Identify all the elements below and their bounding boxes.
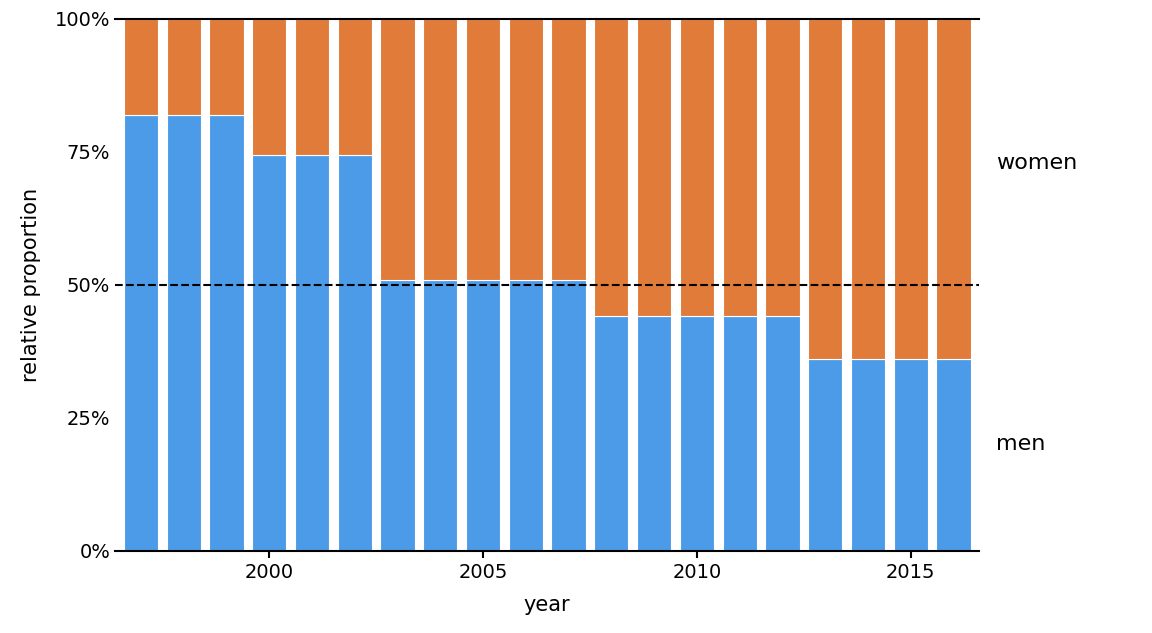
Bar (808, 19, 842, 359)
Bar (210, 115, 243, 551)
Bar (808, 359, 842, 551)
Bar (252, 154, 287, 551)
Bar (423, 280, 457, 551)
Text: men: men (996, 434, 1046, 454)
Bar (594, 19, 629, 316)
Bar (465, 280, 500, 551)
Bar (894, 19, 927, 359)
Bar (552, 280, 585, 551)
Text: women: women (996, 153, 1078, 173)
Bar (937, 19, 971, 359)
Bar (722, 316, 757, 551)
Bar (123, 19, 158, 115)
Bar (423, 19, 457, 280)
Bar (552, 19, 585, 280)
Bar (509, 19, 543, 280)
Bar (338, 154, 372, 551)
Bar (765, 316, 799, 551)
Y-axis label: relative proportion: relative proportion (21, 188, 41, 382)
Bar (509, 280, 543, 551)
Bar (295, 19, 329, 154)
Bar (210, 19, 243, 115)
Bar (594, 316, 629, 551)
Bar (680, 316, 714, 551)
Bar (380, 19, 415, 280)
Bar (722, 19, 757, 316)
Bar (167, 19, 200, 115)
Bar (637, 19, 672, 316)
Bar (338, 19, 372, 154)
Bar (680, 19, 714, 316)
Bar (851, 19, 885, 359)
Bar (167, 115, 200, 551)
Bar (765, 19, 799, 316)
Bar (252, 19, 287, 154)
Bar (894, 359, 927, 551)
Bar (123, 115, 158, 551)
Bar (380, 280, 415, 551)
Bar (465, 19, 500, 280)
Bar (637, 316, 672, 551)
Bar (937, 359, 971, 551)
Bar (295, 154, 329, 551)
Bar (851, 359, 885, 551)
X-axis label: year: year (524, 596, 570, 615)
